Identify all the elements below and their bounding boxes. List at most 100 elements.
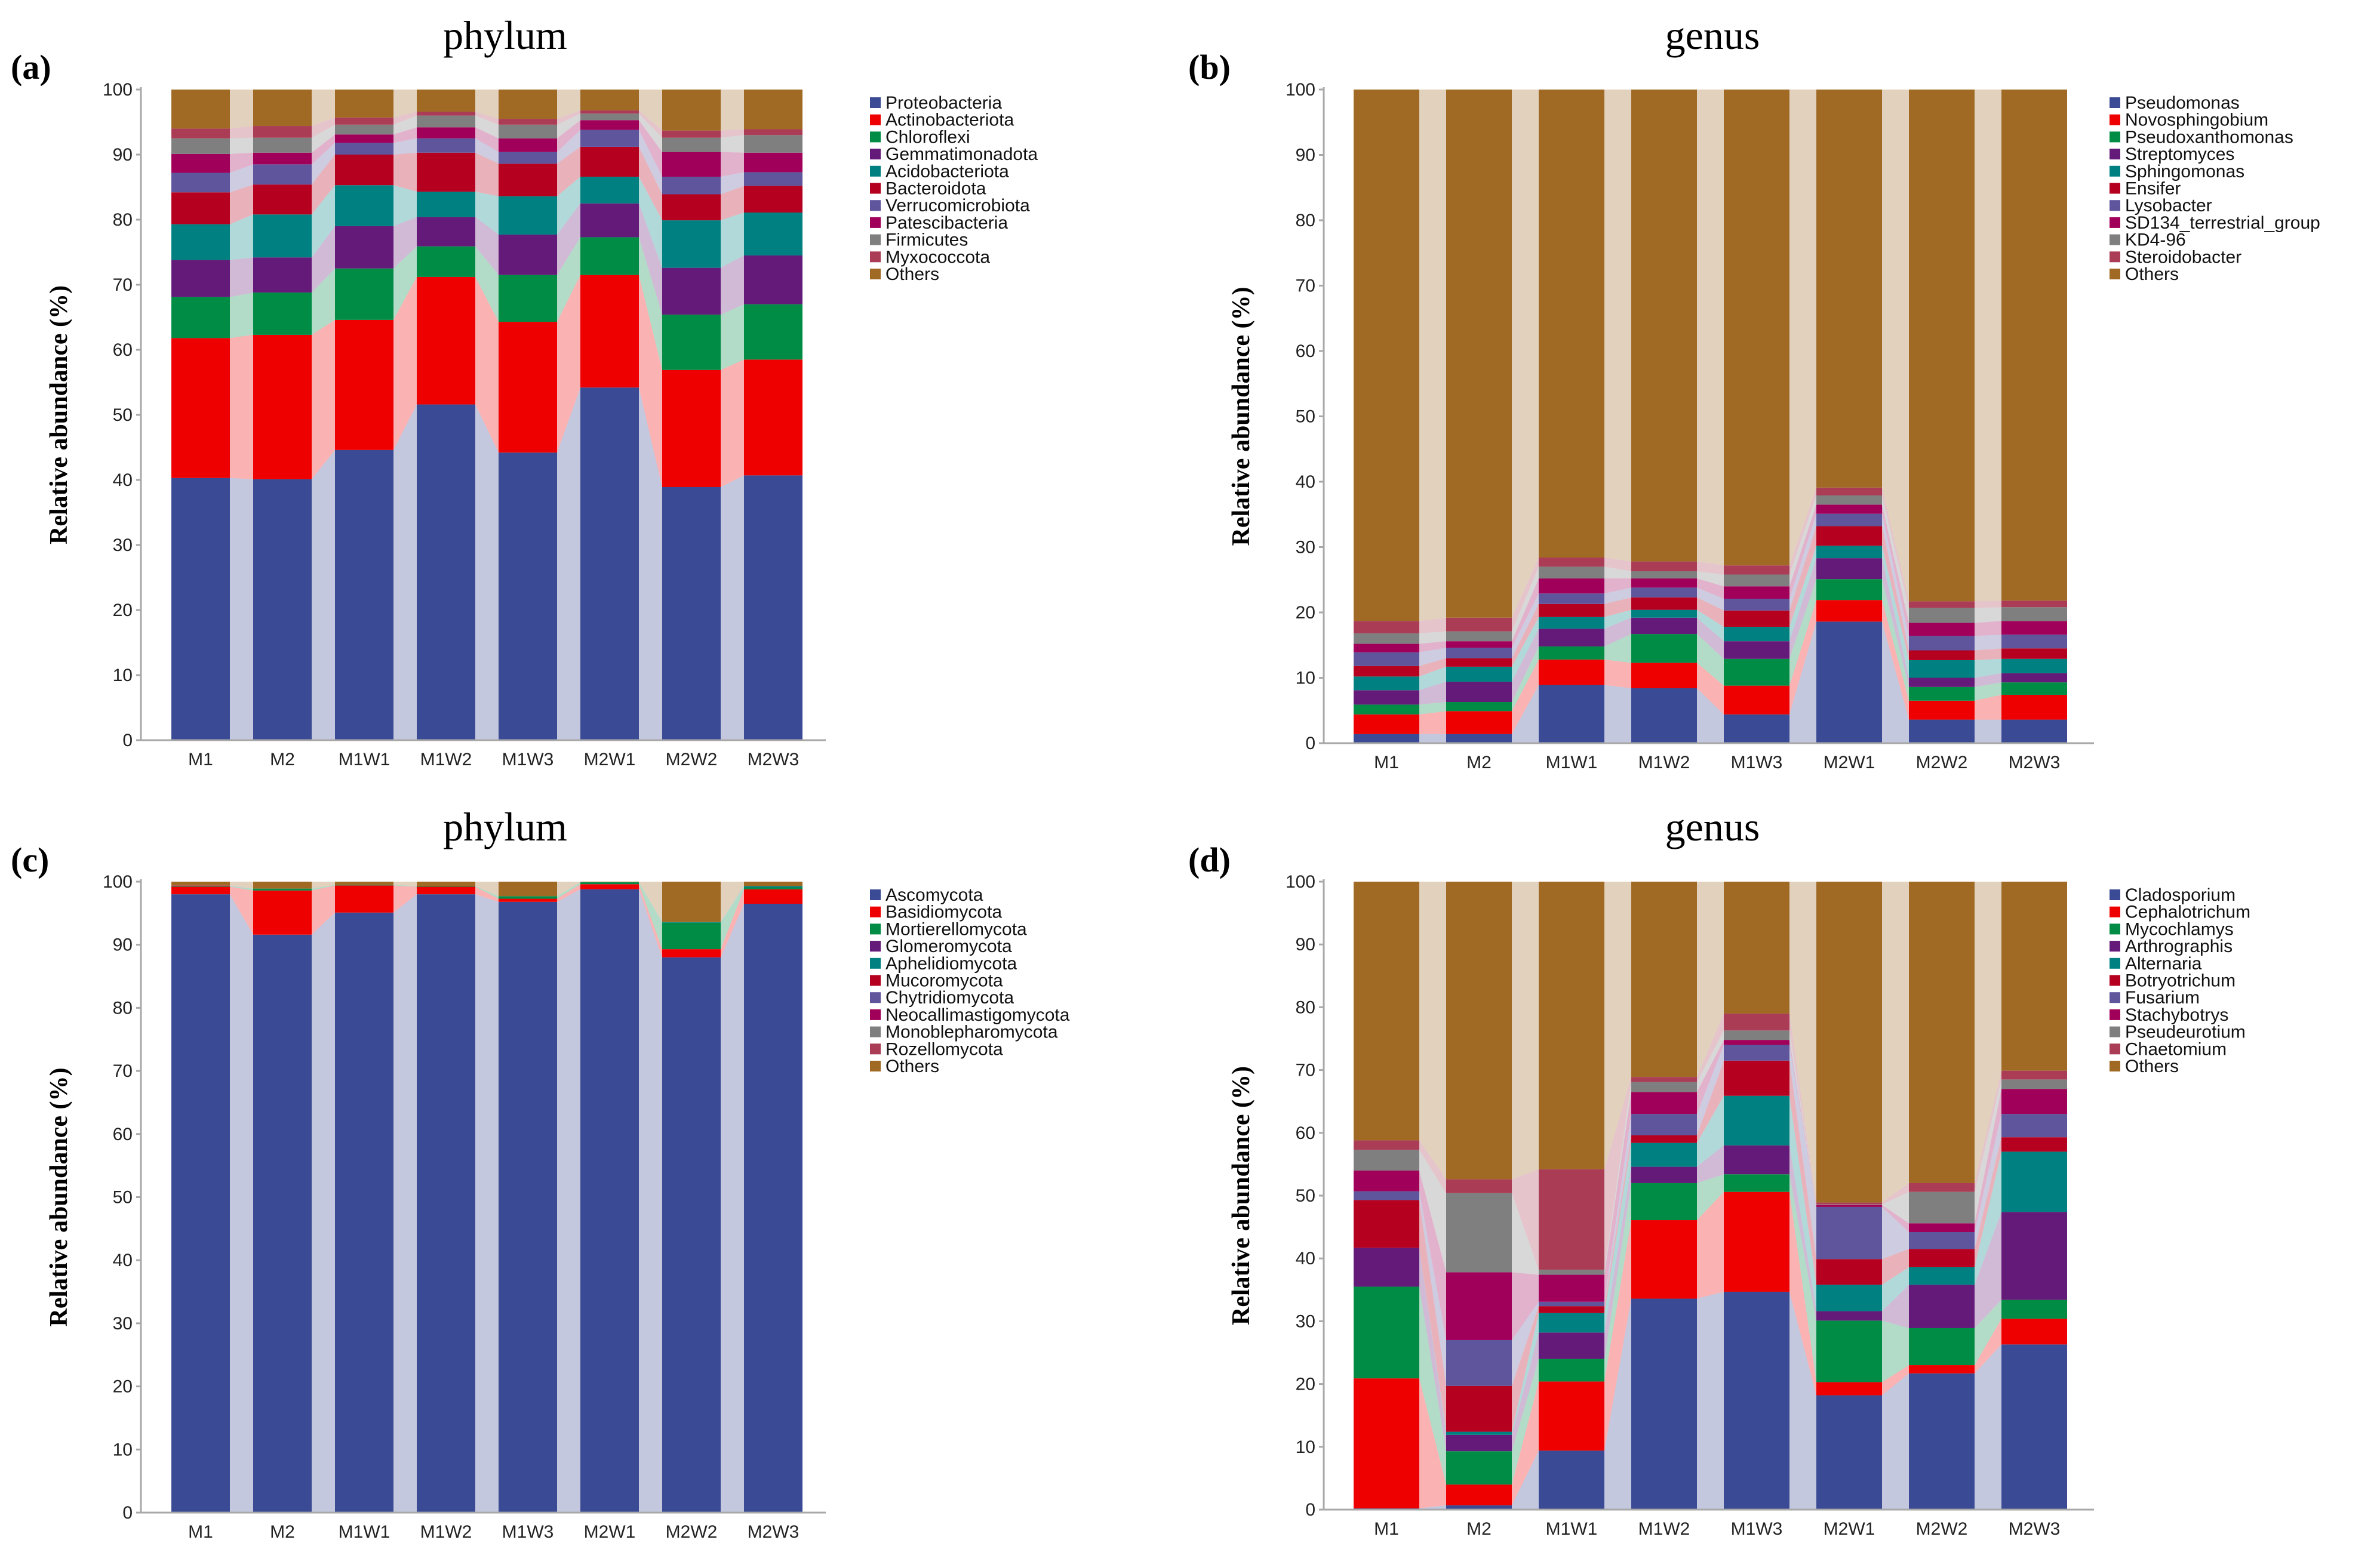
flow-band [1697,1095,1724,1167]
flow-band [1419,734,1446,743]
flow-band [1512,1272,1539,1340]
flow-band [557,884,580,902]
y-tick-label: 0 [122,1503,133,1523]
bar-segment-cephalotrichum [1631,1220,1697,1299]
legend-swatch [870,165,881,177]
x-tick-label: M1W1 [339,1522,390,1542]
flow-band [639,387,662,740]
y-tick-label: 70 [1296,1061,1315,1080]
bar-segment-others [580,90,639,110]
flow-band [721,903,744,1513]
flow-band [639,237,662,370]
flow-band [1975,1137,2001,1267]
bar-segment-lysobacter [1539,593,1604,604]
flow-band [1789,1030,1816,1205]
bar-segment-fusarium [1909,1232,1975,1249]
flow-band [639,120,662,177]
flow-band [1975,635,2001,651]
flow-band [312,882,335,889]
flow-band [557,110,580,125]
legend-swatch [870,1043,881,1055]
bar-segment-chloroflexi [499,275,557,322]
legend-swatch [870,234,881,245]
bar-segment-steroidobacter [1539,558,1604,567]
bar-segment-actinobacteriota [744,359,802,476]
bar-segment-cladosporium [1724,1291,1789,1510]
bar-segment-verrucomicrobiota [253,164,312,185]
bar-segment-sd134-terrestrial-group [1816,504,1882,514]
bar-segment-steroidobacter [2001,601,2067,608]
bar-segment-kd4-96 [1446,631,1512,642]
legend-label: Basidiomycota [885,903,1002,922]
legend-label: Pseudeurotium [2125,1023,2246,1042]
legend-swatch [2110,906,2120,917]
x-tick-label: M1W1 [1546,1519,1598,1539]
legend-label: Others [2125,1057,2179,1076]
flow-band [1604,659,1631,689]
chart-title: phylum [443,13,567,58]
flow-band [1604,617,1631,646]
bar-segment-lysobacter [2001,635,2067,649]
bar-segment-pseudomonas [1539,685,1604,743]
bar-segment-cladosporium [1446,1505,1512,1510]
bar-segment-aphelidiomycota [744,886,802,888]
flow-band [721,186,744,221]
bar-segment-alternaria [1539,1313,1604,1333]
legend-label: Steroidobacter [2125,247,2241,267]
legend-swatch [870,217,881,228]
flow-band [1697,617,1724,659]
flow-band [312,912,335,1513]
flow-band [393,127,417,143]
legend-label: Stachybotrys [2125,1005,2228,1025]
flow-band [1975,694,2001,720]
flow-band [721,152,744,177]
y-tick-label: 10 [1296,669,1315,688]
flow-band [475,115,499,138]
bar-segment-others [1724,882,1789,1014]
bar-segment-ensifer [1446,658,1512,667]
flow-band [557,237,580,322]
x-tick-label: M2W2 [1916,753,1968,772]
bar-segment-bacteroidota [171,192,230,224]
bar-segment-chloroflexi [662,315,721,370]
bar-segment-basidiomycota [499,898,557,902]
flow-band [1882,1183,1909,1205]
bar-segment-actinobacteriota [662,369,721,487]
bar-segment-acidobacteriota [580,177,639,204]
flow-band [1882,546,1909,678]
flow-band [230,292,253,338]
bar-segment-stachybotrys [1354,1170,1419,1191]
bar-segment-gemmatimonadota [171,260,230,297]
flow-band [312,155,335,215]
panel-label: (d) [1188,840,1231,879]
y-tick-label: 70 [113,275,133,295]
bar-segment-arthrographis [1539,1332,1604,1359]
flow-band [1512,659,1539,734]
flow-band [557,882,580,897]
flow-band [1789,546,1816,642]
bar-segment-others [744,90,802,130]
flow-band [1697,609,1724,642]
legend-swatch [870,131,881,143]
legend: ProteobacteriaActinobacteriotaChloroflex… [870,93,1038,284]
bar-segment-patescibacteria [335,134,393,143]
flow-band [393,246,417,320]
y-tick-label: 90 [113,935,133,955]
bar-segment-cephalotrichum [1909,1365,1975,1374]
flow-band [1975,1300,2001,1366]
bar-segment-firmicutes [335,124,393,135]
y-tick-label: 70 [1296,276,1315,296]
flow-band [1697,1174,1724,1221]
bar-segment-bacteroidota [253,184,312,215]
flow-band [1882,882,1909,1203]
legend-label: Aphelidiomycota [885,954,1017,974]
bar-segment-pseudomonas [1446,734,1512,743]
y-tick-label: 0 [122,731,133,750]
flow-band [639,889,662,1513]
bar-segment-firmicutes [417,115,475,128]
bar-segment-cephalotrichum [1724,1191,1789,1292]
flow-band [1882,526,1909,660]
bar-segment-sd134-terrestrial-group [2001,621,2067,635]
bar-segment-fusarium [2001,1114,2067,1138]
legend-swatch [2110,183,2120,194]
